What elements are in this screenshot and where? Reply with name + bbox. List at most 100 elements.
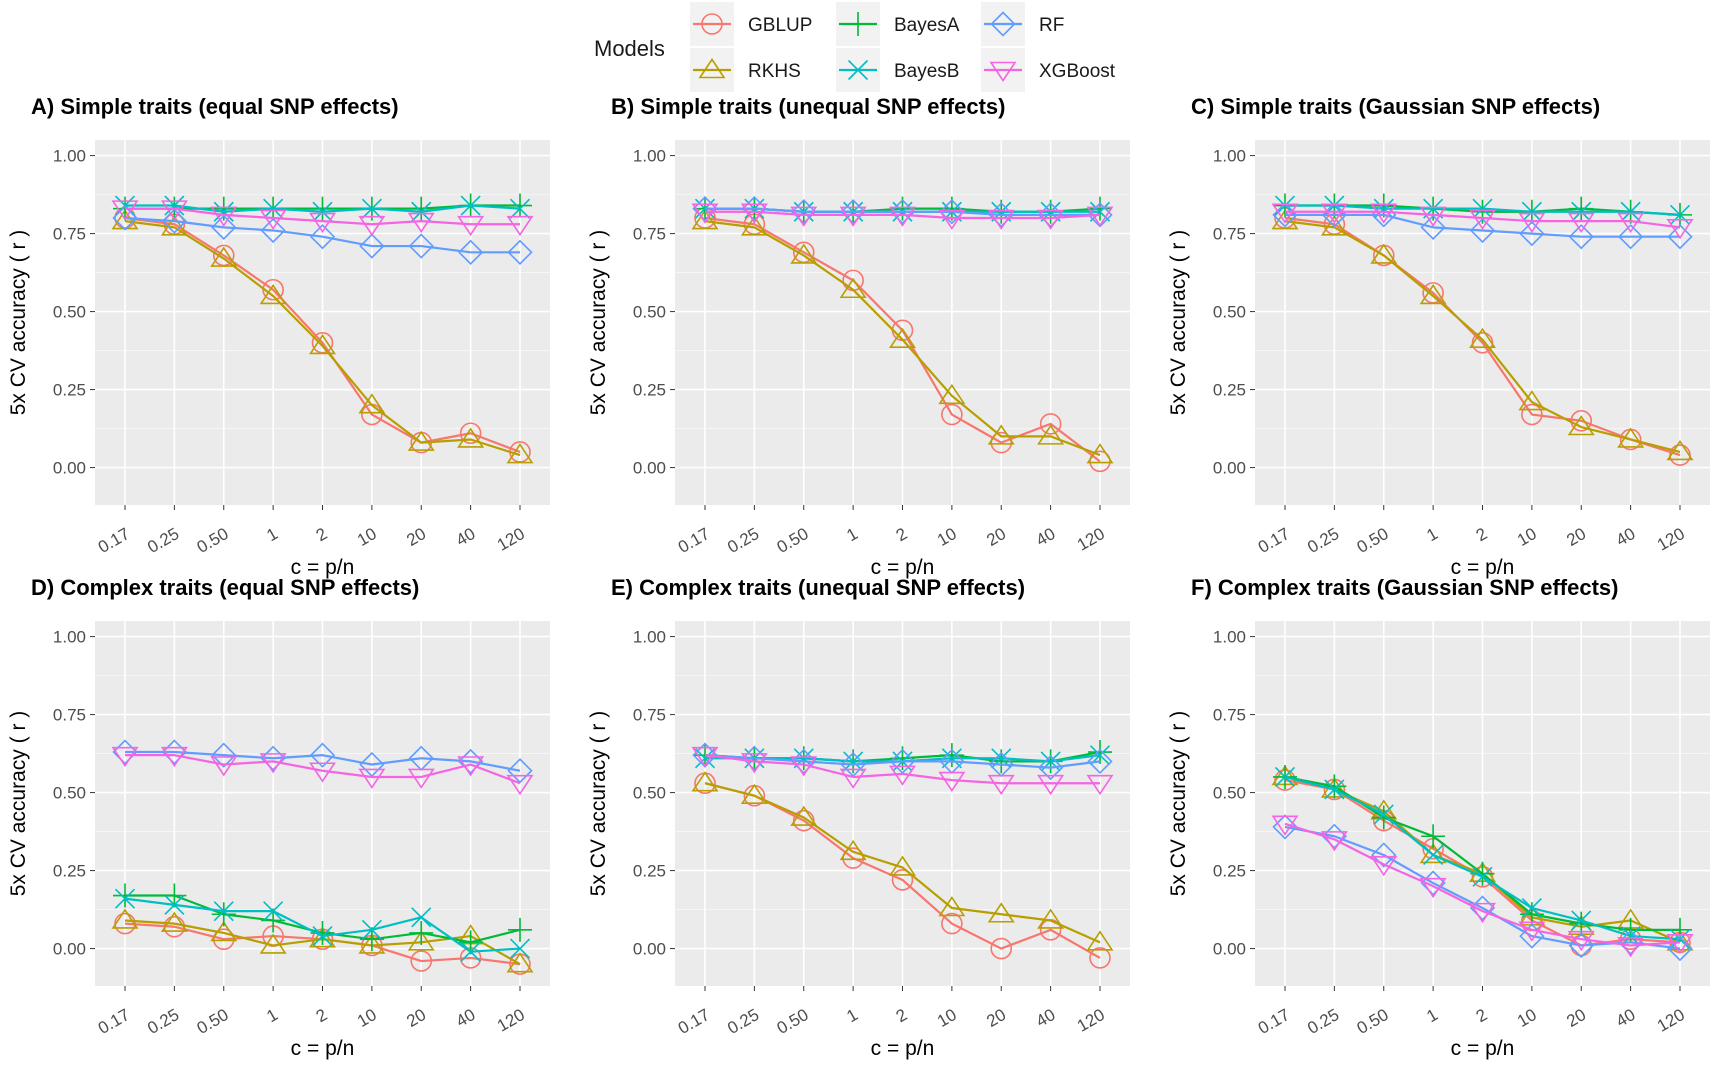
x-tick-label: 120 [1074, 524, 1108, 555]
panel-title: E) Complex traits (unequal SNP effects) [611, 575, 1025, 600]
data-point-rkhs [309, 333, 336, 355]
data-point-xgboost [1320, 831, 1348, 852]
x-tick-label: 40 [1033, 1005, 1059, 1031]
data-point-bayesb [263, 901, 284, 922]
x-tick-label: 1 [1423, 524, 1441, 545]
data-point-bayesb [941, 748, 962, 769]
data-point-bayesa [162, 883, 187, 908]
x-tick-label: 10 [354, 1005, 380, 1031]
x-tick-label: 1 [263, 1005, 281, 1026]
x-tick-label: 40 [453, 524, 479, 550]
panel-d: 0.00 0.25 0.50 0.75 1.00 0.17 0.25 0.50 1 2 10 20 40… [7, 575, 550, 1060]
data-point-rkhs [1037, 424, 1065, 445]
series-line-xgboost [125, 754, 521, 785]
panel-title: C) Simple traits (Gaussian SNP effects) [1191, 94, 1600, 119]
data-point-xgboost [259, 753, 287, 774]
data-point-bayesb [1669, 929, 1691, 950]
y-tick-label: 0.00 [1213, 940, 1246, 959]
x-tick-label: 40 [1033, 524, 1059, 550]
data-point-rkhs [839, 277, 867, 299]
data-point-rkhs [309, 927, 336, 948]
data-point-bayesb [509, 198, 531, 219]
data-point-rkhs [691, 771, 719, 792]
legend-label: RF [1039, 15, 1064, 36]
data-point-xgboost [740, 203, 768, 224]
data-point-bayesa [409, 196, 434, 221]
data-point-xgboost [889, 206, 916, 227]
data-point-xgboost [210, 206, 238, 227]
data-point-rkhs [987, 424, 1015, 445]
data-point-rf [211, 214, 237, 240]
x-tick-label: 0.50 [774, 1005, 812, 1038]
data-point-xgboost [691, 203, 719, 224]
data-point-rkhs [938, 896, 966, 917]
data-point-bayesb [213, 201, 234, 222]
data-point-xgboost [889, 765, 916, 786]
x-tick-label: 10 [1514, 524, 1540, 550]
y-tick-label: 0.25 [1213, 862, 1246, 881]
series-line-rkhs [1284, 220, 1681, 454]
data-point-bayesb [1571, 910, 1592, 931]
x-tick-label: 2 [893, 524, 911, 545]
x-tick-label: 0.17 [1255, 1005, 1293, 1038]
data-point-xgboost [790, 756, 818, 777]
data-point-rkhs [1518, 390, 1546, 411]
data-point-xgboost [457, 756, 485, 777]
data-point-rkhs [1320, 215, 1348, 236]
y-tick-label: 1.00 [1213, 628, 1246, 647]
legend-keys: GBLUP RKHS BayesA BayesB RF XGBoost [690, 2, 1116, 92]
data-point-xgboost [1419, 206, 1447, 227]
data-point-rkhs [1419, 843, 1447, 864]
panel-a: 0.00 0.25 0.50 0.75 1.00 0.17 0.25 0.50 1 2 10 20 40… [7, 94, 550, 579]
y-tick-label: 0.00 [53, 459, 86, 478]
series-line-rf [125, 750, 521, 772]
data-point-rkhs [259, 284, 287, 305]
data-point-xgboost [111, 200, 139, 221]
data-point-rkhs [506, 952, 534, 973]
data-point-bayesb [1521, 897, 1542, 919]
data-point-bayesb [1423, 844, 1444, 866]
data-point-gblup [990, 937, 1013, 960]
legend-item-bayesa: BayesA [836, 2, 960, 46]
y-tick-label: 0.50 [1213, 303, 1246, 322]
data-point-rf [1667, 935, 1693, 962]
data-point-xgboost [1086, 774, 1114, 796]
data-point-xgboost [506, 774, 534, 796]
y-tick-label: 0.50 [1213, 784, 1246, 803]
x-tick-label: 2 [313, 1005, 331, 1026]
x-tick-label: 0.25 [144, 1005, 182, 1038]
data-point-xgboost [1469, 902, 1496, 924]
data-point-bayesb [312, 201, 333, 222]
panel-title: A) Simple traits (equal SNP effects) [31, 94, 399, 119]
x-tick-label: 2 [1473, 524, 1491, 545]
data-point-rkhs [889, 855, 916, 876]
series-rkhs [111, 209, 534, 464]
series-line-xgboost [705, 210, 1101, 220]
data-point-xgboost [160, 200, 188, 221]
x-tick-label: 120 [1654, 524, 1688, 555]
x-tick-label: 120 [494, 524, 528, 555]
x-tick-label: 1 [843, 1005, 861, 1026]
data-point-rkhs [358, 393, 386, 414]
series-xgboost [691, 746, 1114, 796]
data-point-xgboost [987, 209, 1015, 230]
data-point-bayesb [312, 926, 333, 947]
series-bayesb [114, 888, 531, 962]
series-xgboost [111, 200, 534, 237]
data-point-rkhs [1419, 284, 1447, 305]
data-point-xgboost [160, 746, 188, 768]
x-axis-label: c = p/n [1451, 556, 1515, 579]
data-point-xgboost [1567, 212, 1595, 234]
series-rkhs [1271, 209, 1694, 461]
x-tick-label: 20 [1563, 1005, 1589, 1031]
x-tick-label: 20 [1563, 524, 1589, 550]
series-rf [112, 205, 533, 265]
data-point-bayesa [211, 902, 236, 927]
data-point-xgboost [1086, 206, 1114, 227]
data-point-xgboost [691, 746, 719, 768]
x-tick-label: 0.50 [194, 524, 232, 557]
x-tick-label: 120 [1074, 1005, 1108, 1036]
data-point-bayesb [843, 751, 864, 772]
legend-key-triangle-down-icon [989, 61, 1017, 82]
